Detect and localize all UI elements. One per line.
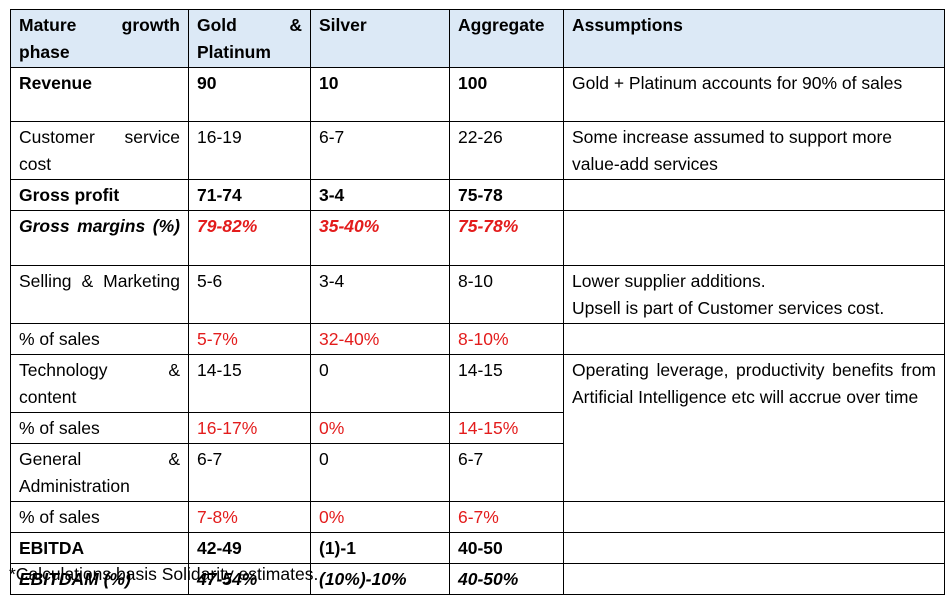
header-cell-phase: Mature growth phase [10,9,189,68]
value-gold: 71-74 [188,179,311,211]
header-cell-silver: Silver [310,9,450,68]
row-label: Gross profit [10,179,189,211]
value-aggregate: 8-10% [449,323,564,355]
table-row: % of sales 16-17% 0% 14-15% [10,412,945,444]
row-label: Revenue [10,67,189,122]
value-silver: 35-40% [310,210,450,266]
table-row: Gross margins (%) 79-82% 35-40% 75-78% [10,210,945,266]
row-label: Selling & Marketing [10,265,189,324]
row-label: Customer service cost [10,121,189,180]
value-gold: 7-8% [188,501,311,533]
value-silver: 32-40% [310,323,450,355]
assumption-cell-empty [563,210,945,266]
table-row: EBITDA 42-49 (1)-1 40-50 [10,532,945,564]
value-gold: 79-82% [188,210,311,266]
value-silver: 0 [310,354,450,413]
value-gold: 14-15 [188,354,311,413]
assumption-text: Some increase assumed to support more va… [563,121,945,180]
assumption-text: Lower supplier additions. Upsell is part … [563,265,945,324]
header-cell-gold-platinum: Gold & Platinum [188,9,311,68]
footnote: *Calculations basis Solidarity estimates… [9,564,319,584]
header-cell-aggregate: Aggregate [449,9,564,68]
value-gold: 16-17% [188,412,311,444]
assumption-line: Lower supplier additions. [572,271,766,291]
assumption-cell-empty [563,179,945,211]
value-aggregate: 6-7% [449,501,564,533]
table-row: % of sales 5-7% 32-40% 8-10% [10,323,945,355]
value-silver: 3-4 [310,179,450,211]
assumption-cell-empty [563,323,945,355]
assumption-cell-empty [563,563,945,595]
value-aggregate: 100 [449,67,564,122]
header-row: Mature growth phase Gold & Platinum Silv… [10,9,945,68]
value-silver: (1)-1 [310,532,450,564]
assumption-cell-empty [563,532,945,564]
value-gold: 90 [188,67,311,122]
assumption-line: Upsell is part of Customer services cost… [572,298,885,318]
row-label: EBITDA [10,532,189,564]
value-gold: 5-7% [188,323,311,355]
row-label: % of sales [10,323,189,355]
table-row: Technology & content 14-15 0 14-15 Opera… [10,354,945,502]
value-aggregate: 75-78% [449,210,564,266]
table-row: Revenue 90 10 100 Gold + Platinum accoun… [10,67,945,122]
table-row: Customer service cost 16-19 6-7 22-26 So… [10,121,945,180]
row-label: Technology & content [10,354,189,413]
value-aggregate: 14-15 [449,354,564,413]
row-label: Gross margins (%) [10,210,189,266]
row-label: % of sales [10,501,189,533]
financial-table: Mature growth phase Gold & Platinum Silv… [10,9,945,595]
value-aggregate: 75-78 [449,179,564,211]
header-cell-assumptions: Assumptions [563,9,945,68]
value-silver: 10 [310,67,450,122]
value-aggregate: 22-26 [449,121,564,180]
value-aggregate: 40-50% [449,563,564,595]
value-silver: 0% [310,501,450,533]
value-silver: (10%)-10% [310,563,450,595]
value-aggregate: 8-10 [449,265,564,324]
value-silver: 3-4 [310,265,450,324]
table-row: % of sales 7-8% 0% 6-7% [10,501,945,533]
value-silver: 0% [310,412,450,444]
value-silver: 6-7 [310,121,450,180]
row-label: % of sales [10,412,189,444]
value-gold: 42-49 [188,532,311,564]
value-gold: 16-19 [188,121,311,180]
assumption-text: Gold + Platinum accounts for 90% of sale… [563,67,945,122]
row-label: General & Administration [10,443,189,502]
value-gold: 6-7 [188,443,311,502]
assumption-cell-empty [563,501,945,533]
assumption-text: Operating leverage, productivity benefit… [563,354,945,502]
value-aggregate: 40-50 [449,532,564,564]
value-silver: 0 [310,443,450,502]
table-row: Gross profit 71-74 3-4 75-78 [10,179,945,211]
table-row: General & Administration 6-7 0 6-7 [10,443,945,502]
value-gold: 5-6 [188,265,311,324]
value-aggregate: 14-15% [449,412,564,444]
table-row: Selling & Marketing 5-6 3-4 8-10 Lower s… [10,265,945,324]
value-aggregate: 6-7 [449,443,564,502]
